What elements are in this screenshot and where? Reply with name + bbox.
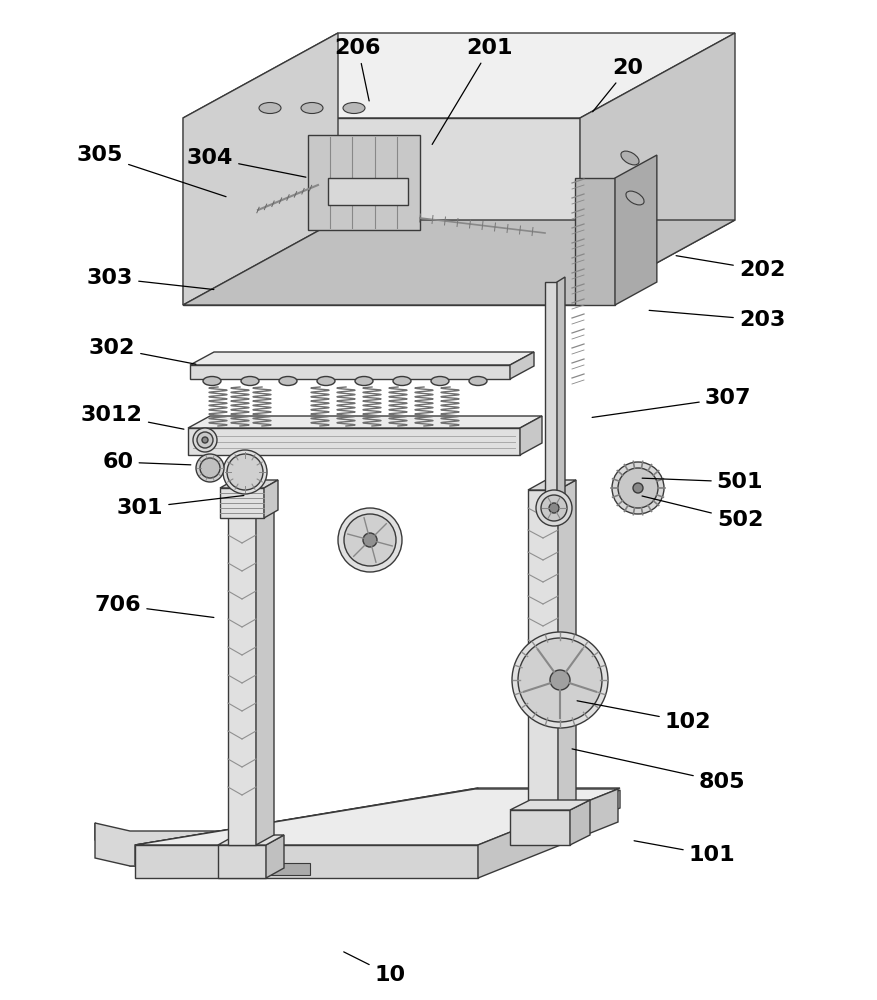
Ellipse shape [620,151,638,165]
Text: 706: 706 [95,595,214,617]
Text: 102: 102 [576,701,710,732]
Polygon shape [135,845,477,878]
Polygon shape [217,845,266,878]
Polygon shape [188,428,519,455]
Text: 60: 60 [103,452,190,472]
Ellipse shape [301,103,323,114]
Polygon shape [519,416,541,455]
Polygon shape [266,835,283,878]
Circle shape [617,468,657,508]
Circle shape [227,454,263,490]
Text: 201: 201 [431,38,513,144]
Polygon shape [527,490,558,810]
Text: 501: 501 [641,472,762,492]
Circle shape [344,514,396,566]
Text: 805: 805 [572,749,745,792]
Polygon shape [228,505,274,515]
Text: 301: 301 [117,495,244,518]
Polygon shape [308,135,419,230]
Polygon shape [574,178,614,305]
Circle shape [511,632,607,728]
Ellipse shape [343,103,365,114]
Polygon shape [188,416,541,428]
Polygon shape [189,352,533,365]
Ellipse shape [279,376,296,385]
Circle shape [196,454,224,482]
Circle shape [338,508,402,572]
Polygon shape [228,515,256,845]
Polygon shape [135,788,619,845]
Ellipse shape [431,376,448,385]
Ellipse shape [240,376,259,385]
Text: 20: 20 [592,58,643,112]
Ellipse shape [259,103,281,114]
Text: 206: 206 [334,38,381,101]
Circle shape [611,462,663,514]
Text: 502: 502 [641,496,762,530]
Polygon shape [477,789,617,878]
Polygon shape [614,155,656,305]
Circle shape [549,670,569,690]
Text: 101: 101 [633,841,734,865]
Circle shape [223,450,267,494]
Polygon shape [569,800,589,845]
Circle shape [632,483,642,493]
Polygon shape [182,33,338,305]
Polygon shape [182,33,734,118]
Polygon shape [510,352,533,379]
Text: 10: 10 [343,952,405,985]
Polygon shape [135,788,477,865]
Polygon shape [135,789,617,845]
Polygon shape [556,277,565,500]
Polygon shape [527,480,575,490]
Circle shape [540,495,567,521]
Circle shape [193,428,217,452]
Circle shape [517,638,602,722]
Polygon shape [256,505,274,845]
Circle shape [202,437,208,443]
Polygon shape [510,800,589,810]
Polygon shape [220,488,264,518]
Text: 304: 304 [187,148,305,177]
Circle shape [200,458,220,478]
Text: 307: 307 [591,388,751,417]
Polygon shape [220,480,278,488]
Polygon shape [182,118,580,305]
Polygon shape [545,282,556,500]
Text: 302: 302 [89,338,196,364]
Polygon shape [510,810,569,845]
Polygon shape [270,863,310,875]
Circle shape [196,432,213,448]
Polygon shape [217,835,283,845]
Polygon shape [182,220,734,305]
Text: 305: 305 [76,145,225,197]
Text: 303: 303 [87,268,214,290]
Ellipse shape [393,376,410,385]
Polygon shape [264,480,278,518]
Polygon shape [580,33,734,305]
Polygon shape [95,823,480,866]
Ellipse shape [354,376,373,385]
Polygon shape [189,365,510,379]
Circle shape [362,533,376,547]
Ellipse shape [203,376,221,385]
Circle shape [535,490,571,526]
Polygon shape [328,178,408,205]
Ellipse shape [468,376,487,385]
Polygon shape [558,480,575,810]
Polygon shape [95,790,619,866]
Circle shape [548,503,559,513]
Text: 202: 202 [675,256,784,280]
Ellipse shape [625,191,644,205]
Text: 203: 203 [648,310,784,330]
Text: 3012: 3012 [81,405,183,429]
Ellipse shape [317,376,335,385]
